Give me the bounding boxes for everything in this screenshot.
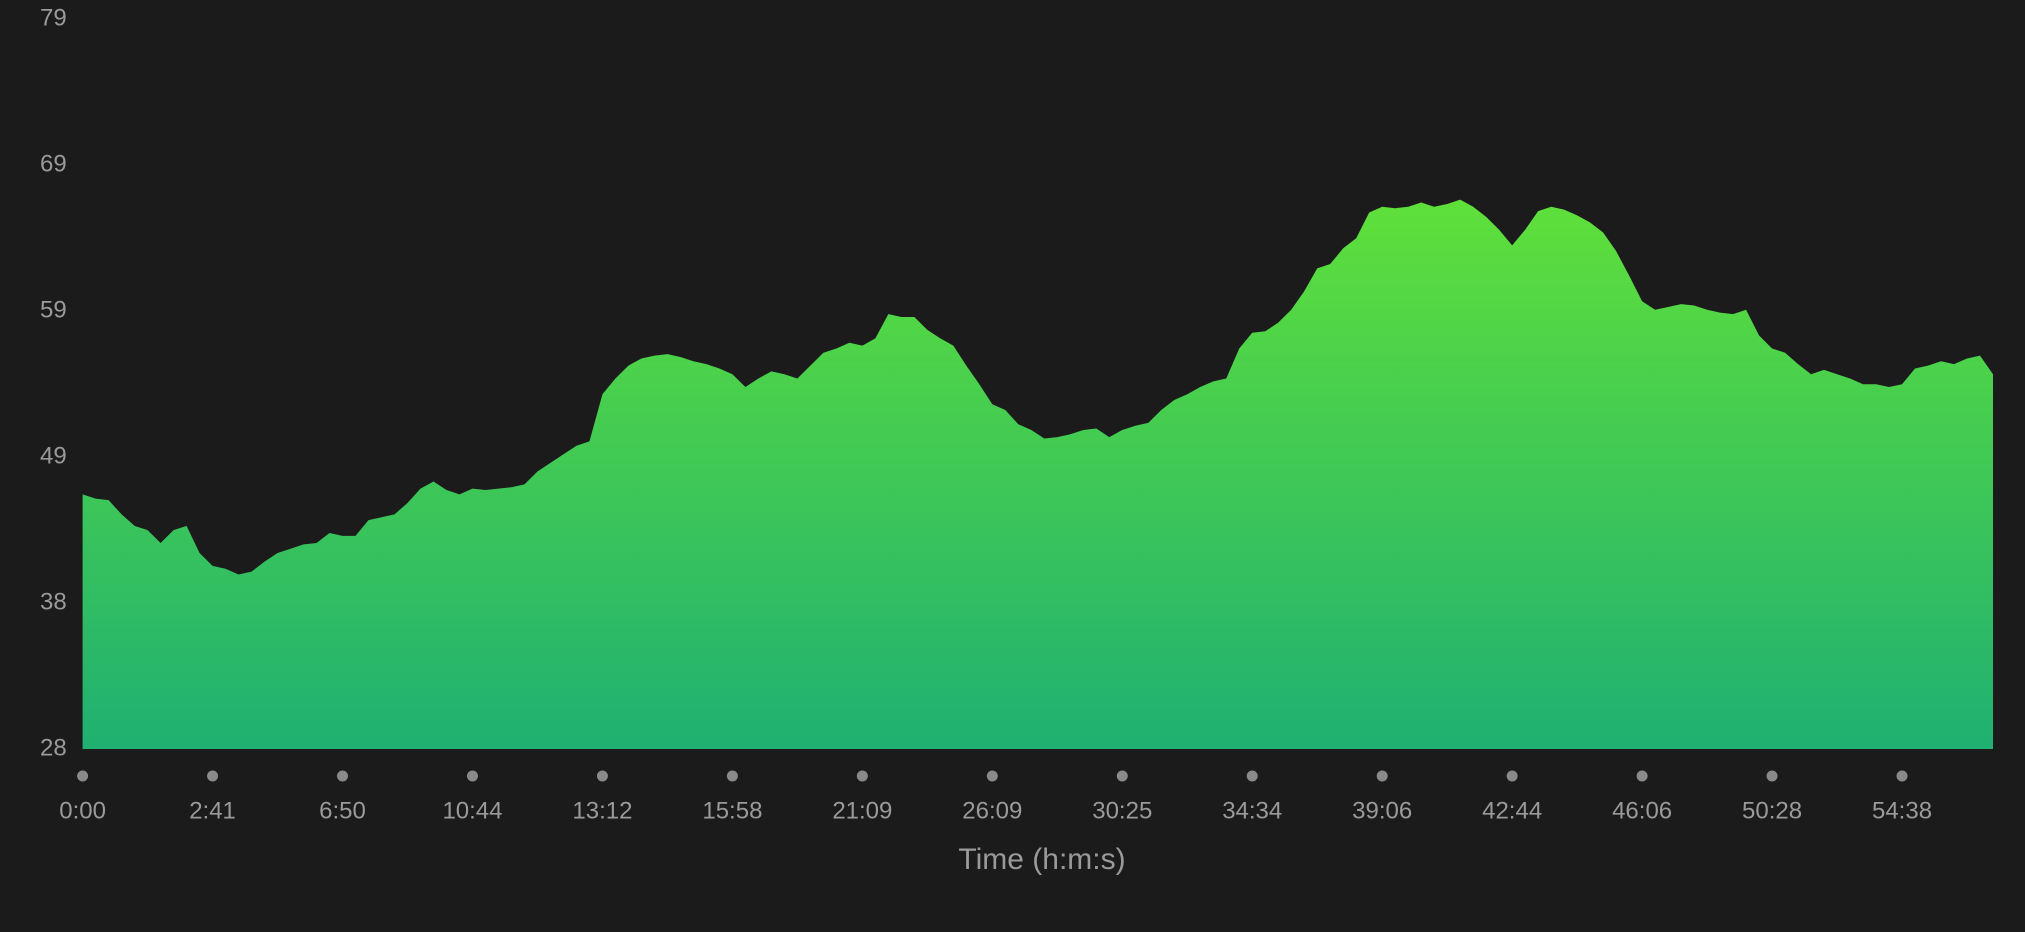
- x-tick-dot: [207, 770, 219, 782]
- x-tick-dot: [1636, 770, 1648, 782]
- x-tick-label: 21:09: [832, 797, 892, 824]
- x-tick-label: 15:58: [702, 797, 762, 824]
- x-tick-label: 0:00: [59, 797, 106, 824]
- x-tick-label: 13:12: [572, 797, 632, 824]
- x-tick-label: 50:28: [1742, 797, 1802, 824]
- y-tick-label: 49: [40, 443, 67, 470]
- x-tick-label: 6:50: [319, 797, 366, 824]
- x-tick-label: 2:41: [189, 797, 236, 824]
- x-tick-dot: [1376, 770, 1388, 782]
- x-tick-dot: [77, 770, 89, 782]
- x-tick-dot: [466, 770, 478, 782]
- x-tick-label: 54:38: [1872, 797, 1932, 824]
- x-tick-dot: [1116, 770, 1128, 782]
- x-tick-dot: [1896, 770, 1908, 782]
- y-tick-label: 59: [40, 297, 67, 324]
- y-tick-label: 79: [40, 5, 67, 32]
- x-tick-dot: [726, 770, 738, 782]
- y-tick-label: 38: [40, 588, 67, 615]
- x-tick-dot: [1766, 770, 1778, 782]
- x-tick-label: 30:25: [1092, 797, 1152, 824]
- y-tick-label: 69: [40, 151, 67, 178]
- x-tick-label: 39:06: [1352, 797, 1412, 824]
- y-tick-label: 28: [40, 734, 67, 761]
- x-tick-dot: [1246, 770, 1258, 782]
- x-tick-dot: [1506, 770, 1518, 782]
- x-axis-title: Time (h:m:s): [958, 843, 1125, 876]
- x-tick-label: 10:44: [442, 797, 502, 824]
- area: [82, 199, 1994, 749]
- x-tick-label: 42:44: [1482, 797, 1542, 824]
- x-tick-dot: [986, 770, 998, 782]
- x-tick-dot: [337, 770, 349, 782]
- x-tick-dot: [856, 770, 868, 782]
- x-tick-label: 26:09: [962, 797, 1022, 824]
- x-tick-label: 46:06: [1612, 797, 1672, 824]
- x-tick-label: 34:34: [1222, 797, 1282, 824]
- x-tick-dot: [596, 770, 608, 782]
